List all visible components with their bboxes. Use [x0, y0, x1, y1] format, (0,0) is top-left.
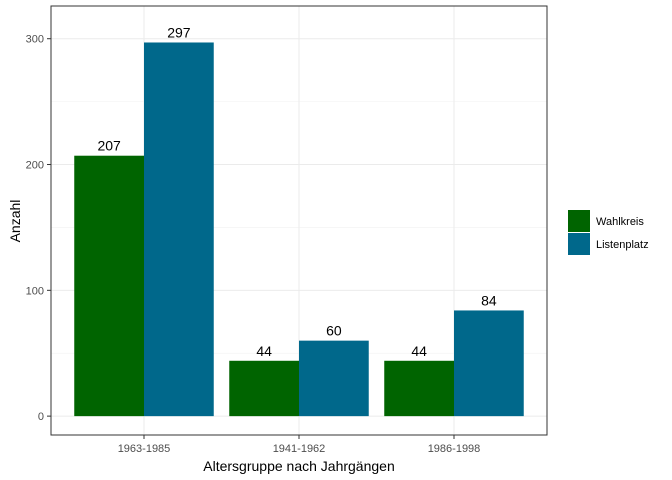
- bar-value-label: 297: [167, 24, 191, 40]
- legend-label: Wahlkreis: [596, 216, 644, 228]
- bar: [454, 310, 524, 417]
- y-tick-label: 100: [26, 285, 44, 297]
- bar-value-label: 207: [97, 138, 121, 154]
- x-tick-label: 1963-1985: [118, 443, 171, 455]
- bar: [229, 360, 299, 417]
- data-labels: 207 44 44 297 60 84: [97, 24, 496, 358]
- bars: [74, 42, 524, 417]
- legend-key: [568, 210, 590, 232]
- bar-value-label: 44: [411, 343, 427, 359]
- bar: [384, 360, 454, 417]
- x-axis-title: Altersgruppe nach Jahrgängen: [203, 458, 394, 474]
- x-tick-label: 1986-1998: [428, 443, 481, 455]
- x-tick-label: 1941-1962: [273, 443, 326, 455]
- legend-key: [568, 233, 590, 255]
- y-tick-label: 200: [26, 160, 44, 172]
- legend: Wahlkreis Listenplatz: [568, 210, 649, 255]
- y-axis-title: Anzahl: [7, 200, 23, 243]
- bar-value-label: 84: [481, 292, 497, 308]
- bar-value-label: 60: [326, 323, 342, 339]
- y-tick-label: 300: [26, 34, 44, 46]
- bar: [299, 340, 369, 417]
- bar: [144, 42, 214, 417]
- bar: [74, 155, 144, 417]
- y-tick-label: 0: [38, 411, 44, 423]
- x-axis: 1963-1985 1941-1962 1986-1998: [118, 435, 481, 455]
- y-axis: 0 100 200 300: [26, 34, 51, 423]
- bar-value-label: 44: [256, 343, 272, 359]
- legend-label: Listenplatz: [596, 239, 649, 251]
